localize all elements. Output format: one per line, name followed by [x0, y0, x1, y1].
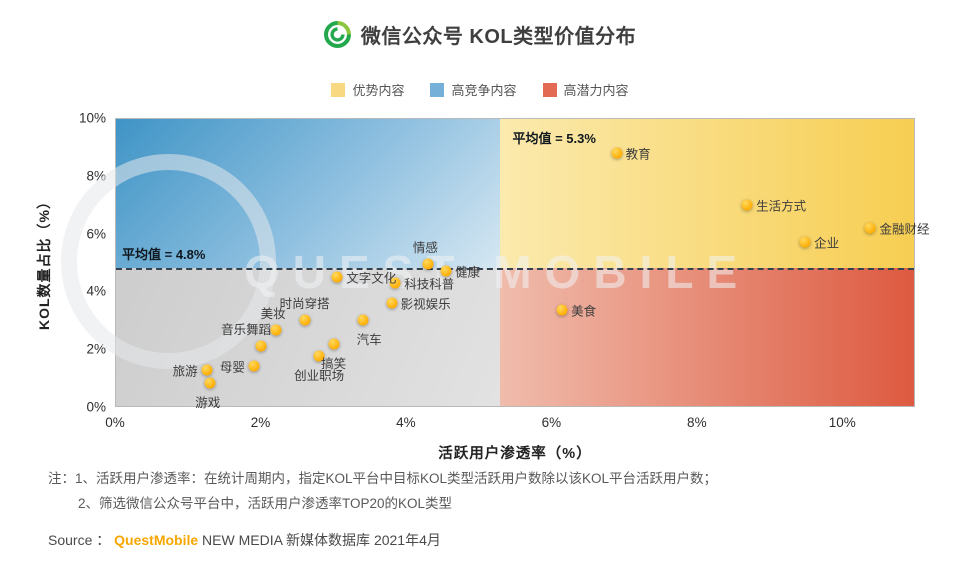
data-point: [386, 297, 398, 309]
data-point: [204, 377, 216, 389]
source-rest: NEW MEDIA 新媒体数据库 2021年4月: [198, 532, 441, 548]
x-tick-label: 4%: [396, 415, 416, 430]
data-point: [248, 360, 260, 372]
average-line: [116, 268, 914, 271]
x-axis-title: 活跃用户渗透率（%）: [438, 446, 592, 462]
data-point-label: 搞笑: [321, 357, 347, 372]
data-point-label: 汽车: [356, 332, 382, 347]
page-title: 微信公众号 KOL类型价值分布: [360, 26, 637, 48]
data-point-label: 创业职场: [294, 368, 345, 383]
data-point: [270, 324, 282, 336]
data-point: [440, 265, 452, 277]
data-point: [331, 271, 343, 283]
data-point: [422, 258, 434, 270]
data-point: [741, 199, 753, 211]
x-axis-ticks: 0% 2% 4% 6% 8% 10%: [105, 415, 915, 433]
data-point: [201, 364, 213, 376]
data-point: [864, 222, 876, 234]
legend-item: 优势内容: [331, 80, 404, 99]
data-point-label: 生活方式: [756, 199, 807, 214]
source-line: Source ： QuestMobile NEW MEDIA 新媒体数据库 20…: [48, 530, 441, 550]
data-point: [799, 236, 811, 248]
note-line-1: 注：1、活跃用户渗透率：在统计周期内，指定KOL平台中目标KOL类型活跃用户数除…: [48, 471, 718, 486]
legend-swatch: [542, 82, 557, 97]
y-tick-label: 10%: [78, 110, 106, 126]
data-point: [389, 277, 401, 289]
data-point-label: 情感: [412, 240, 438, 255]
source-brand: QuestMobile: [114, 532, 199, 548]
data-point-label: 健康: [455, 265, 481, 280]
legend-label: 优势内容: [352, 83, 405, 98]
y-average-label: 平均值 = 4.8%: [122, 247, 206, 263]
note-line-2: 2、筛选微信公众号平台中，活跃用户渗透率TOP20的KOL类型: [78, 496, 453, 511]
data-point-label: 时尚穿搭: [279, 296, 330, 311]
data-point-label: 音乐舞蹈: [221, 322, 272, 337]
data-point-label: 金融财经: [879, 222, 930, 237]
watermark-text: QUEST MOBILE: [244, 246, 751, 298]
source-prefix: Source ：: [48, 532, 115, 548]
x-average-label: 平均值 = 5.3%: [512, 131, 596, 146]
legend-label: 高潜力内容: [563, 83, 629, 98]
data-point: [556, 304, 568, 316]
data-point: [313, 350, 325, 362]
data-point: [328, 338, 340, 350]
data-point: [357, 314, 369, 326]
legend-item: 高竞争内容: [430, 80, 517, 99]
legend: 优势内容 高竞争内容 高潜力内容: [0, 80, 960, 99]
data-point-label: 教育: [625, 147, 651, 162]
legend-swatch: [430, 82, 445, 97]
y-axis-title: KOL数量占比（%）: [36, 194, 52, 330]
notes: 注：1、活跃用户渗透率：在统计周期内，指定KOL平台中目标KOL类型活跃用户数除…: [48, 466, 717, 516]
header: 微信公众号 KOL类型价值分布: [0, 20, 960, 49]
data-point: [255, 340, 267, 352]
data-point: [611, 147, 623, 159]
data-point-label: 企业: [814, 236, 840, 251]
x-tick-label: 2%: [250, 415, 271, 430]
data-point-label: 美食: [571, 304, 597, 319]
data-point-label: 母婴: [219, 360, 245, 375]
legend-swatch: [331, 82, 346, 97]
data-point-label: 游戏: [195, 396, 221, 411]
x-tick-label: 6%: [541, 415, 562, 430]
quadrant-advantage: [500, 119, 914, 269]
quadrant-high-potential: [500, 268, 914, 406]
data-point-label: 旅游: [172, 364, 198, 379]
data-point-label: 影视娱乐: [400, 297, 451, 312]
x-tick-label: 0%: [105, 415, 125, 430]
data-point-label: 文字文化: [346, 271, 397, 286]
x-tick-label: 10%: [828, 415, 856, 430]
data-point-label: 科技科普: [404, 277, 455, 292]
x-tick-label: 8%: [687, 415, 707, 430]
data-point: [299, 314, 311, 326]
legend-item: 高潜力内容: [542, 80, 629, 99]
questmobile-logo-icon: [323, 21, 351, 48]
legend-label: 高竞争内容: [451, 83, 517, 98]
data-point-label: 美妆: [260, 306, 286, 321]
plot-area: QUEST MOBILE 平均值 = 4.8% 平均值 = 5.3% 教育生活方式金融…: [61, 118, 929, 410]
y-tick-label: 0%: [86, 399, 106, 415]
